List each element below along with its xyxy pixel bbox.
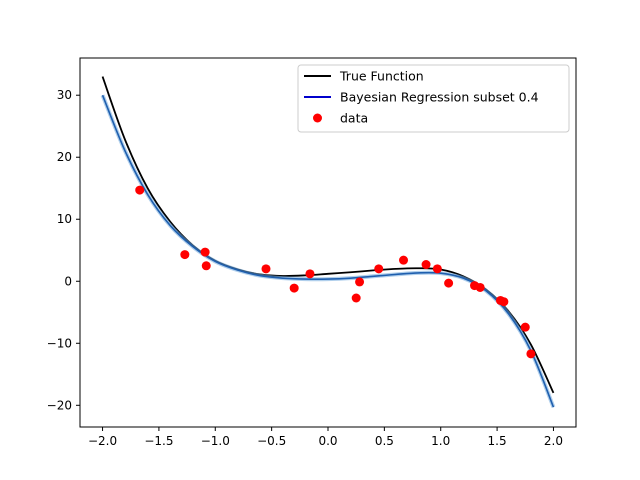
y-tick-label: 10 [57,212,72,226]
x-tick-label: 2.0 [544,434,563,448]
data-point [399,255,409,265]
data-point [499,297,509,307]
data-point [421,260,431,270]
x-tick-label: −0.5 [257,434,286,448]
data-point [135,185,145,195]
x-tick-label: −2.0 [88,434,117,448]
x-tick-label: 0.5 [375,434,394,448]
plot-area [100,76,556,408]
legend: True Function Bayesian Regression subset … [297,64,570,133]
data-point [200,247,210,257]
data-point [180,250,190,260]
data-point [526,349,536,359]
data-point [444,278,454,288]
data-point [351,293,361,303]
y-tick-label: −10 [47,336,72,350]
data-point [475,282,485,292]
x-tick-label: −1.5 [144,434,173,448]
x-tick-label: 1.5 [488,434,507,448]
data-point [261,264,271,274]
y-tick-label: 30 [57,88,72,102]
x-tick-label: 0.0 [318,434,337,448]
axes: −2.0 −1.5 −1.0 −0.5 0.0 0.5 1.0 1.5 2.0 −20 −10 0 10… [47,57,577,448]
legend-label-bayesian-regression-subset-0-4: Bayesian Regression subset 0.4 [340,90,539,105]
legend-label-true-function: True Function [339,69,424,84]
y-tick-label: 20 [57,150,72,164]
legend-label-data: data [340,111,368,126]
data-point [201,261,211,271]
data-point [374,264,384,274]
data-point [355,277,365,287]
x-tick-label: 1.0 [431,434,450,448]
legend-box [297,64,570,133]
data-point [520,322,530,332]
data-point [305,269,315,279]
data-point [432,264,442,274]
data-point [289,283,299,293]
legend-marker-data [313,113,322,123]
y-tick-label: 0 [64,274,72,288]
y-tick-label: −20 [47,398,72,412]
x-tick-label: −1.0 [201,434,230,448]
